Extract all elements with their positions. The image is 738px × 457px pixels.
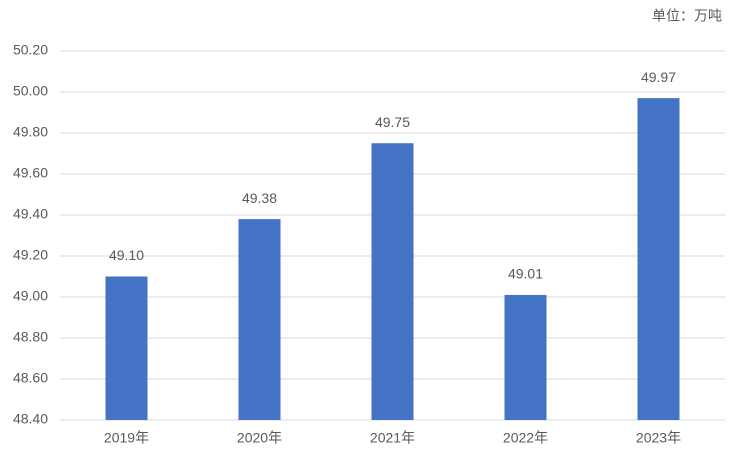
data-label: 49.10 xyxy=(109,247,144,263)
y-tick-label: 50.20 xyxy=(13,42,48,58)
x-tick-label: 2021年 xyxy=(370,430,415,446)
x-tick-label: 2023年 xyxy=(636,430,681,446)
data-label: 49.97 xyxy=(641,69,676,85)
data-label: 49.01 xyxy=(508,266,543,282)
data-label: 49.38 xyxy=(242,190,277,206)
y-tick-label: 48.40 xyxy=(13,411,48,427)
bar xyxy=(105,276,148,420)
x-tick-label: 2019年 xyxy=(104,430,149,446)
y-tick-label: 49.60 xyxy=(13,165,48,181)
y-tick-label: 49.00 xyxy=(13,288,48,304)
unit-label: 单位：万吨 xyxy=(652,8,722,24)
y-tick-label: 48.60 xyxy=(13,370,48,386)
bar xyxy=(371,143,414,420)
x-tick-label: 2022年 xyxy=(503,430,548,446)
y-tick-label: 48.80 xyxy=(13,329,48,345)
y-tick-label: 49.20 xyxy=(13,247,48,263)
bar xyxy=(238,219,281,420)
y-tick-label: 49.80 xyxy=(13,124,48,140)
bar xyxy=(504,294,547,420)
y-tick-label: 50.00 xyxy=(13,83,48,99)
y-tick-label: 49.40 xyxy=(13,206,48,222)
data-label: 49.75 xyxy=(375,114,410,130)
bar xyxy=(637,98,680,421)
x-tick-label: 2020年 xyxy=(237,430,282,446)
